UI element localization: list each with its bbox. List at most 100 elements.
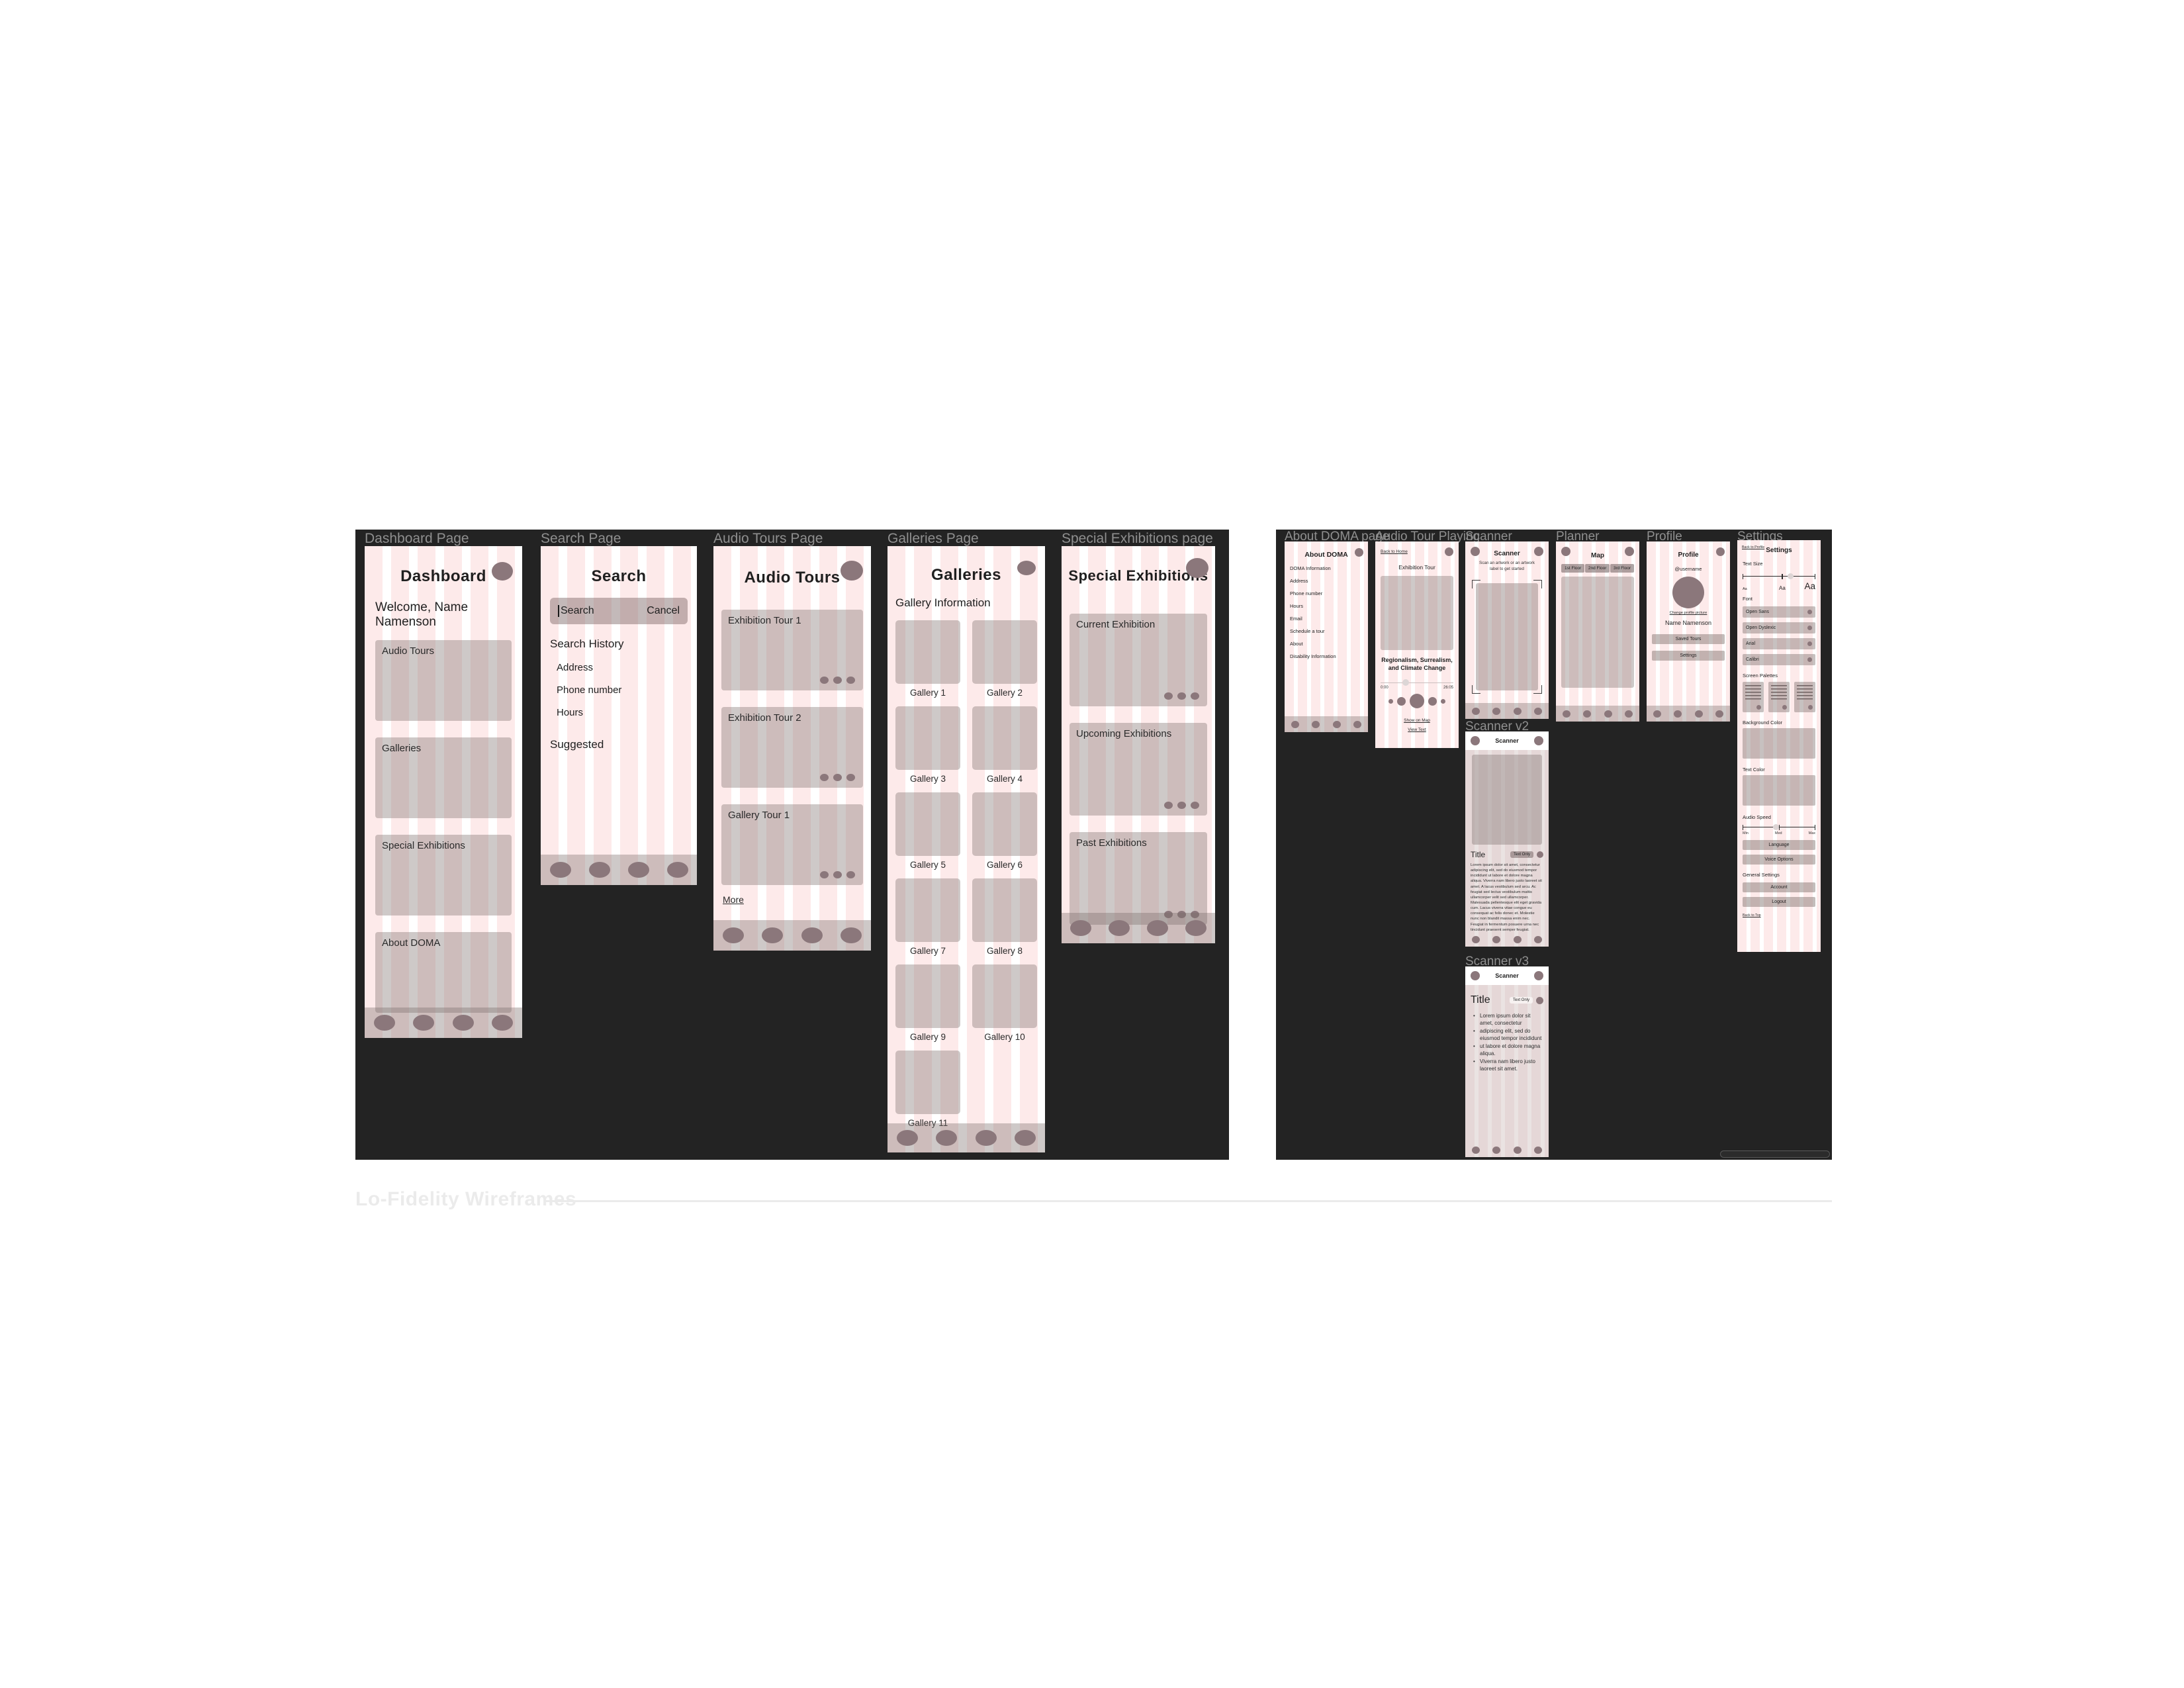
palette-card[interactable] xyxy=(1794,682,1815,712)
exhibition-card[interactable]: Past Exhibitions xyxy=(1069,832,1207,925)
avatar-icon[interactable] xyxy=(1186,558,1208,578)
back-to-home-link[interactable]: Back to Home xyxy=(1381,549,1408,554)
change-picture-link[interactable]: Change profile picture xyxy=(1669,611,1707,615)
about-item[interactable]: Disability Information xyxy=(1290,653,1336,659)
nav-profile-icon[interactable] xyxy=(1015,1130,1036,1146)
nav-scanner-icon[interactable] xyxy=(801,927,823,943)
progress-slider[interactable] xyxy=(1381,679,1453,686)
avatar-icon[interactable] xyxy=(841,561,863,581)
show-on-map-link[interactable]: Show on Map xyxy=(1404,718,1430,724)
dashboard-card[interactable]: Galleries xyxy=(375,737,512,818)
view-text-link[interactable]: View Text xyxy=(1408,727,1426,733)
dashboard-card[interactable]: Special Exhibitions xyxy=(375,835,512,915)
gallery-thumbnail[interactable] xyxy=(972,964,1037,1028)
nav-profile-icon[interactable] xyxy=(1534,936,1543,943)
radio-icon[interactable] xyxy=(1807,641,1812,646)
gallery-thumbnail[interactable] xyxy=(895,792,960,856)
palette-card[interactable] xyxy=(1768,682,1790,712)
nav-profile-icon[interactable] xyxy=(1185,920,1206,936)
back-icon[interactable] xyxy=(1561,547,1570,556)
skip-forward-icon[interactable] xyxy=(1441,698,1445,704)
search-history-item[interactable]: Address xyxy=(557,662,594,673)
about-item[interactable]: Address xyxy=(1290,578,1308,584)
settings-button[interactable]: Voice Options xyxy=(1743,855,1815,865)
forward-icon[interactable] xyxy=(1428,696,1437,706)
radio-icon[interactable] xyxy=(1807,626,1812,630)
tour-card[interactable]: Exhibition Tour 2 xyxy=(721,707,863,788)
gallery-thumbnail[interactable] xyxy=(895,964,960,1028)
about-item[interactable]: DOMA Information xyxy=(1290,565,1331,571)
nav-search-icon[interactable] xyxy=(1312,720,1320,728)
search-history-item[interactable]: Phone number xyxy=(557,684,622,696)
nav-search-icon[interactable] xyxy=(762,927,784,943)
slider-thumb[interactable] xyxy=(1788,573,1794,579)
nav-home-icon[interactable] xyxy=(549,862,571,878)
nav-scanner-icon[interactable] xyxy=(627,862,649,878)
nav-search-icon[interactable] xyxy=(1492,1147,1501,1154)
nav-profile-icon[interactable] xyxy=(1625,710,1633,718)
nav-profile-icon[interactable] xyxy=(1715,710,1724,718)
settings-button[interactable]: Logout xyxy=(1743,897,1815,907)
floor-tab[interactable]: 2nd Floor xyxy=(1584,564,1610,573)
nav-home-icon[interactable] xyxy=(722,927,744,943)
nav-profile-icon[interactable] xyxy=(1353,720,1362,728)
profile-button[interactable]: Saved Tours xyxy=(1652,634,1725,644)
nav-search-icon[interactable] xyxy=(413,1015,435,1031)
floor-tab[interactable]: 3rd Floor xyxy=(1610,564,1634,573)
settings-button[interactable]: Account xyxy=(1743,882,1815,892)
map-image[interactable] xyxy=(1561,577,1634,688)
audio-icon[interactable] xyxy=(1537,851,1543,858)
nav-scanner-icon[interactable] xyxy=(452,1015,474,1031)
text-size-slider[interactable] xyxy=(1743,572,1815,581)
nav-scanner-icon[interactable] xyxy=(1147,920,1168,936)
avatar-icon[interactable] xyxy=(1355,548,1363,557)
about-item[interactable]: Phone number xyxy=(1290,590,1323,596)
slider-thumb[interactable] xyxy=(1773,824,1780,830)
search-history-item[interactable]: Hours xyxy=(557,707,584,718)
close-icon[interactable] xyxy=(1534,736,1543,745)
about-item[interactable]: Schedule a tour xyxy=(1290,628,1325,634)
search-input[interactable]: Search Cancel xyxy=(550,598,688,624)
gallery-thumbnail[interactable] xyxy=(972,706,1037,770)
tour-card[interactable]: Exhibition Tour 1 xyxy=(721,610,863,690)
palette-card[interactable] xyxy=(1743,682,1764,712)
about-item[interactable]: About xyxy=(1290,641,1303,647)
font-option[interactable]: Open Sans xyxy=(1743,606,1815,618)
nav-profile-icon[interactable] xyxy=(492,1015,514,1031)
about-item[interactable]: Email xyxy=(1290,616,1302,622)
dashboard-card[interactable]: About DOMA xyxy=(375,932,512,1013)
flash-icon[interactable] xyxy=(1471,547,1480,556)
about-item[interactable]: Hours xyxy=(1290,603,1304,609)
nav-profile-icon[interactable] xyxy=(841,927,862,943)
nav-home-icon[interactable] xyxy=(896,1130,918,1146)
gallery-thumbnail[interactable] xyxy=(972,878,1037,942)
horizontal-scrollbar[interactable] xyxy=(1720,1150,1830,1158)
gallery-thumbnail[interactable] xyxy=(895,878,960,942)
back-to-profile-link[interactable]: Back to Profile xyxy=(1742,545,1765,549)
gallery-thumbnail[interactable] xyxy=(895,1051,960,1114)
gallery-thumbnail[interactable] xyxy=(895,706,960,770)
nav-scanner-icon[interactable] xyxy=(1604,710,1612,718)
audio-speed-slider[interactable] xyxy=(1743,823,1815,831)
gallery-thumbnail[interactable] xyxy=(972,792,1037,856)
nav-scanner-icon[interactable] xyxy=(975,1130,997,1146)
settings-button[interactable]: Language xyxy=(1743,840,1815,850)
exhibition-card[interactable]: Upcoming Exhibitions xyxy=(1069,723,1207,816)
font-option[interactable]: Open Dyslexic xyxy=(1743,622,1815,633)
cancel-button[interactable]: Cancel xyxy=(647,605,680,616)
skip-back-icon[interactable] xyxy=(1388,698,1393,704)
nav-search-icon[interactable] xyxy=(1583,710,1592,718)
flash-icon[interactable] xyxy=(1471,971,1480,980)
text-only-button[interactable]: Text Only xyxy=(1509,997,1533,1004)
progress-thumb[interactable] xyxy=(1402,679,1409,686)
back-to-top-link[interactable]: Back to Top xyxy=(1743,914,1761,917)
nav-profile-icon[interactable] xyxy=(666,862,688,878)
close-icon[interactable] xyxy=(1534,971,1543,980)
exhibition-card[interactable]: Current Exhibition xyxy=(1069,614,1207,706)
radio-icon[interactable] xyxy=(1807,657,1812,662)
nav-search-icon[interactable] xyxy=(1109,920,1130,936)
text-color-picker[interactable] xyxy=(1743,775,1815,806)
audio-icon[interactable] xyxy=(1536,996,1543,1004)
nav-scanner-icon[interactable] xyxy=(1332,720,1341,728)
nav-home-icon[interactable] xyxy=(1471,707,1480,715)
